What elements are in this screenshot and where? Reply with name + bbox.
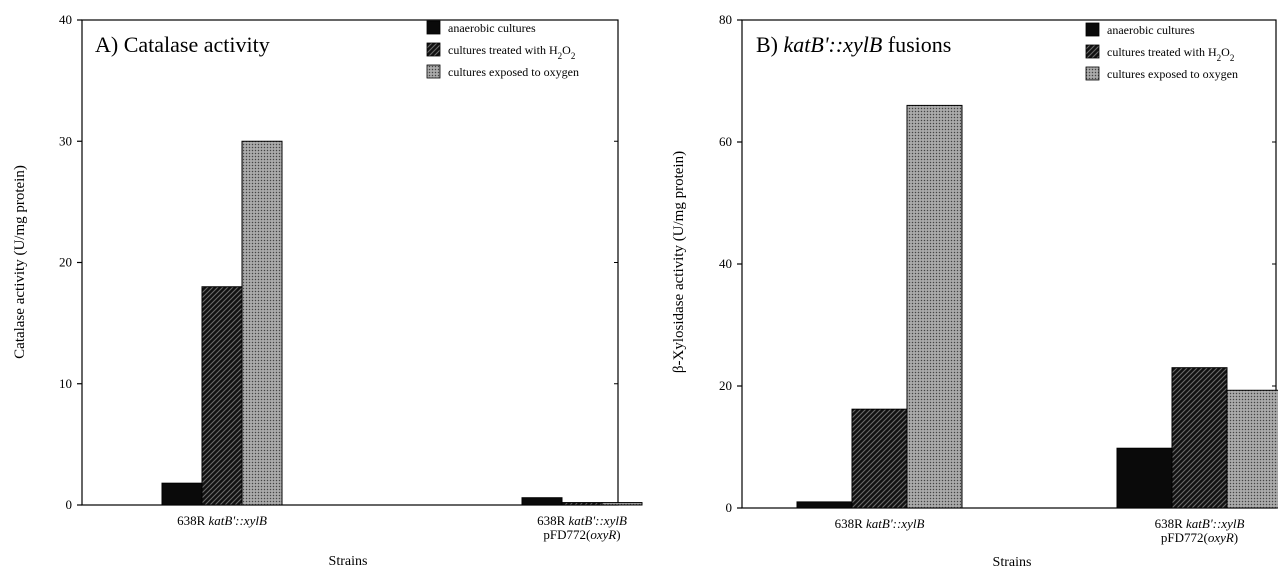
- text-run: 638R: [835, 516, 866, 531]
- text-run: pFD772(: [543, 527, 590, 542]
- text-run: 2: [1217, 53, 1222, 63]
- text-run: 638R: [1155, 516, 1186, 531]
- text-run: anaerobic cultures: [1107, 23, 1195, 37]
- bar: [201, 286, 243, 506]
- y-tick-label: 40: [59, 12, 72, 27]
- x-tick-label: 638R katB'::xylB: [835, 516, 925, 531]
- text-run: ): [1234, 530, 1238, 545]
- legend-label: anaerobic cultures: [1107, 23, 1195, 37]
- text-run: oxyR: [590, 527, 616, 542]
- legend-label: cultures treated with H2O2: [1107, 45, 1234, 63]
- x-tick-label: 638R katB'::xylB: [1155, 516, 1245, 531]
- y-tick-label: 0: [66, 497, 73, 512]
- text-run: cultures exposed to oxygen: [448, 65, 579, 79]
- x-tick-label: pFD772(oxyR): [1161, 530, 1238, 545]
- text-run: 2: [571, 51, 576, 61]
- bar: [906, 104, 963, 509]
- x-tick-label: pFD772(oxyR): [543, 527, 620, 542]
- legend-swatch: [1085, 22, 1100, 37]
- bar: [241, 140, 283, 506]
- y-axis-label: β-Xylosidase activity (U/mg protein): [671, 151, 687, 373]
- legend-swatch: [426, 64, 441, 79]
- legend-swatch: [1085, 66, 1100, 81]
- y-tick-label: 30: [59, 133, 72, 148]
- text-run: cultures treated with H: [448, 43, 558, 57]
- text-run: B): [756, 32, 784, 57]
- bar: [521, 497, 563, 506]
- legend-swatch: [1085, 44, 1100, 59]
- legend-label: cultures exposed to oxygen: [448, 65, 579, 79]
- text-run: katB'::xylB: [209, 513, 267, 528]
- bar: [1171, 367, 1228, 509]
- y-tick-label: 0: [726, 500, 733, 515]
- text-run: katB'::xylB: [1186, 516, 1244, 531]
- y-tick-label: 20: [59, 255, 72, 270]
- bar: [601, 502, 643, 506]
- text-run: 638R: [177, 513, 208, 528]
- x-tick-label: 638R katB'::xylB: [177, 513, 267, 528]
- x-axis-label: Strains: [329, 554, 368, 569]
- legend-label: cultures exposed to oxygen: [1107, 67, 1238, 81]
- y-tick-label: 80: [719, 12, 732, 27]
- text-run: cultures treated with H: [1107, 45, 1217, 59]
- y-axis-label: Catalase activity (U/mg protein): [12, 165, 28, 359]
- text-run: 2: [1230, 53, 1235, 63]
- text-run: pFD772(: [1161, 530, 1208, 545]
- text-run: 2: [558, 51, 563, 61]
- y-tick-label: 20: [719, 378, 732, 393]
- bar: [161, 482, 203, 506]
- text-run: O: [1221, 45, 1230, 59]
- text-run: fusions: [882, 32, 951, 57]
- text-run: anaerobic cultures: [448, 21, 536, 35]
- legend-label: cultures treated with H2O2: [448, 43, 575, 61]
- legend-label: anaerobic cultures: [448, 21, 536, 35]
- x-tick-label: 638R katB'::xylB: [537, 513, 627, 528]
- bar: [796, 501, 853, 509]
- text-run: oxyR: [1208, 530, 1234, 545]
- bar: [1226, 389, 1278, 509]
- bar: [561, 502, 603, 506]
- x-axis-label: Strains: [993, 555, 1032, 569]
- plot-frame: [81, 19, 619, 506]
- y-tick-label: 10: [59, 376, 72, 391]
- y-tick-label: 60: [719, 134, 732, 149]
- legend: anaerobic cultures cultures treated with …: [1085, 22, 1238, 81]
- text-run: cultures exposed to oxygen: [1107, 67, 1238, 81]
- text-run: ): [616, 527, 620, 542]
- legend-swatch: [426, 20, 441, 35]
- text-run: O: [562, 43, 571, 57]
- text-run: katB'::xylB: [866, 516, 924, 531]
- chart-title: B) katB'::xylB fusions: [756, 32, 951, 57]
- bar: [1116, 447, 1173, 509]
- chart-title: A) Catalase activity: [95, 32, 270, 57]
- text-run: katB'::xylB: [569, 513, 627, 528]
- bar: [851, 408, 908, 509]
- legend: anaerobic cultures cultures treated with …: [426, 20, 579, 79]
- legend-swatch: [426, 42, 441, 57]
- text-run: katB'::xylB: [784, 32, 883, 57]
- text-run: 638R: [537, 513, 568, 528]
- y-tick-label: 40: [719, 256, 732, 271]
